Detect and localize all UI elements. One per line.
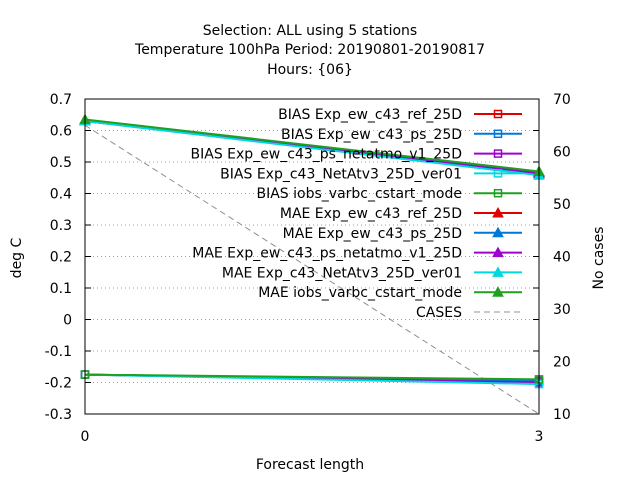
y-axis-label: deg C (9, 237, 25, 278)
x-tick-label: 0 (81, 429, 90, 445)
legend-label: MAE Exp_ew_c43_ref_25D (280, 206, 462, 222)
y-tick-label: 0.2 (50, 250, 72, 266)
legend-label: MAE iobs_varbc_cstart_mode (258, 285, 462, 301)
y-tick-label: 0.6 (50, 124, 72, 140)
legend-entry: BIAS Exp_ew_c43_ps_25D (281, 127, 522, 143)
plot-frame (84, 98, 540, 415)
legend-label: BIAS Exp_ew_c43_ps_25D (281, 127, 462, 143)
y-tick-label: -0.3 (45, 407, 72, 423)
chart-title: Selection: ALL using 5 stations Temperat… (134, 23, 485, 78)
legend-entry: BIAS Exp_ew_c43_ps_netatmo_v1_25D (191, 147, 522, 163)
legend-marker (492, 286, 504, 297)
legend-marker (492, 226, 504, 238)
y-tick-label: -0.2 (45, 376, 72, 392)
y2-tick-label: 70 (553, 92, 571, 108)
legend-label: MAE Exp_ew_c43_ps_25D (283, 226, 462, 242)
legend-entry: MAE Exp_ew_c43_ps_25D (283, 226, 522, 242)
legend-marker (493, 169, 503, 178)
y2-tick-labels: 70 60 50 40 30 20 10 (553, 92, 571, 423)
legend-entry: MAE Exp_ew_c43_ref_25D (280, 206, 522, 222)
legend-marker (492, 246, 504, 258)
legend-marker (493, 149, 503, 158)
legend: BIAS Exp_ew_c43_ref_25D BIAS Exp_ew_c43_p… (191, 107, 522, 321)
series-line (84, 373, 540, 381)
axes (84, 98, 540, 415)
legend-entry: BIAS Exp_ew_c43_ref_25D (278, 107, 522, 123)
legend-marker (492, 206, 504, 218)
y-tick-labels: 0.7 0.6 0.5 0.4 0.3 0.2 0.1 0 -0.1 -0.2 -0.3 (45, 92, 72, 423)
y2-tick-label: 40 (553, 250, 571, 266)
legend-label: BIAS Exp_c43_NetAtv3_25D_ver01 (220, 166, 462, 182)
title-line-3: Hours: {06} (267, 62, 353, 78)
legend-label: MAE Exp_ew_c43_ps_netatmo_v1_25D (192, 246, 462, 262)
legend-entry: CASES (416, 305, 522, 321)
y-tick-label: -0.1 (45, 344, 72, 360)
y-tick-label: 0 (63, 313, 72, 329)
y2-tick-label: 50 (553, 197, 571, 213)
y2-tick-label: 30 (553, 302, 571, 318)
y-tick-label: 0.3 (50, 218, 72, 234)
legend-marker (493, 188, 503, 198)
legend-entry: MAE Exp_ew_c43_ps_netatmo_v1_25D (192, 246, 522, 262)
y2-tick-label: 60 (553, 145, 571, 161)
legend-label: BIAS iobs_varbc_cstart_mode (257, 186, 463, 202)
legend-label: BIAS Exp_ew_c43_ps_netatmo_v1_25D (191, 147, 462, 163)
title-line-1: Selection: ALL using 5 stations (203, 23, 417, 39)
legend-label: BIAS Exp_ew_c43_ref_25D (278, 107, 462, 123)
legend-marker (493, 109, 503, 119)
legend-entry: BIAS Exp_c43_NetAtv3_25D_ver01 (220, 166, 522, 182)
y-tick-label: 0.4 (50, 187, 72, 203)
series-line (84, 120, 540, 177)
series-lines (79, 113, 545, 415)
y-tick-label: 0.1 (50, 281, 72, 297)
legend-entry: MAE iobs_varbc_cstart_mode (258, 285, 522, 301)
series-line (84, 118, 540, 173)
y2-tick-label: 10 (553, 407, 571, 423)
legend-marker (493, 129, 503, 139)
legend-entry: BIAS iobs_varbc_cstart_mode (257, 186, 522, 202)
legend-marker (492, 266, 504, 277)
y2-tick-label: 20 (553, 355, 571, 371)
x-axis-label: Forecast length (256, 457, 364, 473)
y-tick-label: 0.7 (50, 92, 72, 108)
legend-label: MAE Exp_c43_NetAtv3_25D_ver01 (222, 265, 462, 281)
title-line-2: Temperature 100hPa Period: 20190801-2019… (134, 42, 485, 58)
y2-axis-label: No cases (591, 227, 607, 290)
y-tick-label: 0.5 (50, 155, 72, 171)
x-tick-label: 3 (535, 429, 544, 445)
legend-label: CASES (416, 305, 462, 321)
legend-entry: MAE Exp_c43_NetAtv3_25D_ver01 (222, 265, 522, 281)
